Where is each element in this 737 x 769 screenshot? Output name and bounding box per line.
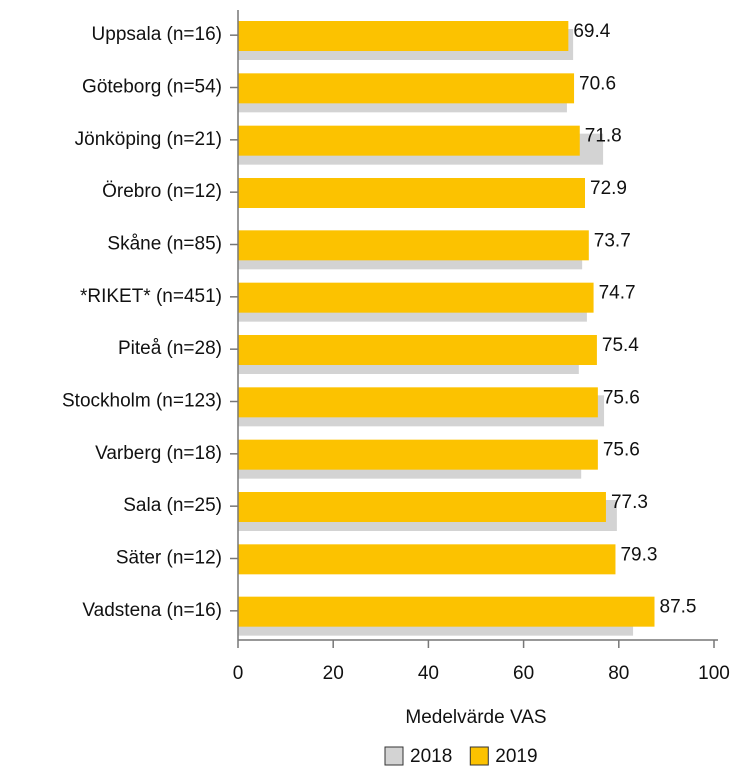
bar	[238, 335, 597, 365]
legend-label: 2019	[495, 746, 537, 767]
bar	[238, 21, 569, 51]
bar	[238, 387, 598, 418]
data-label: 75.4	[602, 335, 639, 356]
y-tick-label: *RIKET* (n=451)	[80, 286, 222, 307]
x-tick-label: 60	[513, 663, 534, 684]
legend-swatch	[469, 746, 489, 766]
y-tick-label: Örebro (n=12)	[102, 181, 222, 202]
bar	[238, 125, 580, 156]
data-label: 74.7	[599, 283, 636, 304]
data-label: 72.9	[590, 178, 627, 199]
data-label: 73.7	[594, 230, 631, 251]
x-tick-label: 100	[698, 663, 730, 684]
legend-label: 2018	[410, 746, 452, 767]
y-tick-label: Vadstena (n=16)	[82, 600, 222, 621]
data-label: 71.8	[585, 126, 622, 147]
data-label: 77.3	[611, 492, 648, 513]
x-tick-label: 80	[608, 663, 629, 684]
y-tick-label: Uppsala (n=16)	[92, 24, 222, 45]
y-tick-label: Sala (n=25)	[123, 495, 222, 516]
bar	[238, 178, 586, 208]
x-axis-label: Medelvärde VAS	[405, 707, 546, 728]
x-tick-label: 40	[418, 663, 439, 684]
data-label: 79.3	[620, 544, 657, 565]
data-label: 70.6	[579, 73, 616, 94]
bar	[238, 439, 598, 470]
data-label: 87.5	[660, 597, 697, 618]
y-tick-label: Göteborg (n=54)	[82, 77, 222, 98]
y-tick-label: Skåne (n=85)	[107, 234, 222, 255]
bar	[238, 282, 594, 313]
bar	[238, 544, 616, 575]
bar	[238, 492, 606, 522]
y-tick-label: Jönköping (n=21)	[75, 129, 222, 150]
x-tick-label: 0	[233, 663, 244, 684]
bar	[238, 230, 589, 261]
bar	[238, 596, 655, 627]
legend-swatch	[384, 746, 404, 766]
y-tick-label: Varberg (n=18)	[95, 443, 222, 464]
y-tick-label: Stockholm (n=123)	[62, 391, 222, 412]
data-label: 69.4	[573, 21, 610, 42]
data-label: 75.6	[603, 440, 640, 461]
y-tick-label: Piteå (n=28)	[118, 338, 222, 359]
data-label: 75.6	[603, 387, 640, 408]
bar	[238, 73, 575, 104]
x-tick-label: 20	[323, 663, 344, 684]
y-tick-label: Säter (n=12)	[116, 548, 222, 569]
